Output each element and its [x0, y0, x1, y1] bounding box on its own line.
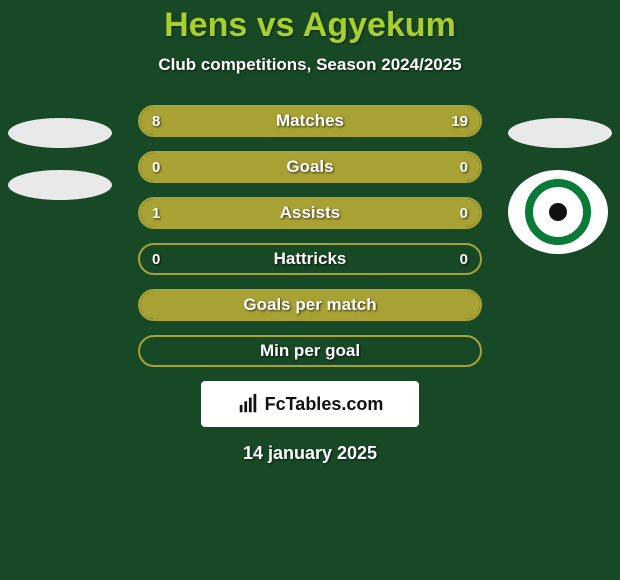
stat-label: Matches [140, 111, 480, 131]
page-subtitle: Club competitions, Season 2024/2025 [0, 55, 620, 75]
snapshot-date: 14 january 2025 [0, 443, 620, 464]
stat-label: Hattricks [140, 249, 480, 269]
branding-text: FcTables.com [265, 394, 384, 415]
stat-row: 10Assists [138, 197, 482, 229]
stat-label: Assists [140, 203, 480, 223]
comparison-card: Hens vs Agyekum Club competitions, Seaso… [0, 0, 620, 580]
stat-label: Min per goal [140, 341, 480, 361]
stat-label: Goals per match [140, 295, 480, 315]
stats-list: 819Matches 00Goals 10Assists 00Hattricks Goa… [0, 105, 620, 367]
stat-row: 819Matches [138, 105, 482, 137]
stat-row: Goals per match [138, 289, 482, 321]
stat-row: Min per goal [138, 335, 482, 367]
page-title: Hens vs Agyekum [0, 0, 620, 45]
branding-badge: FcTables.com [201, 381, 419, 427]
stat-row: 00Goals [138, 151, 482, 183]
stat-row: 00Hattricks [138, 243, 482, 275]
chart-icon [237, 393, 259, 415]
stat-label: Goals [140, 157, 480, 177]
